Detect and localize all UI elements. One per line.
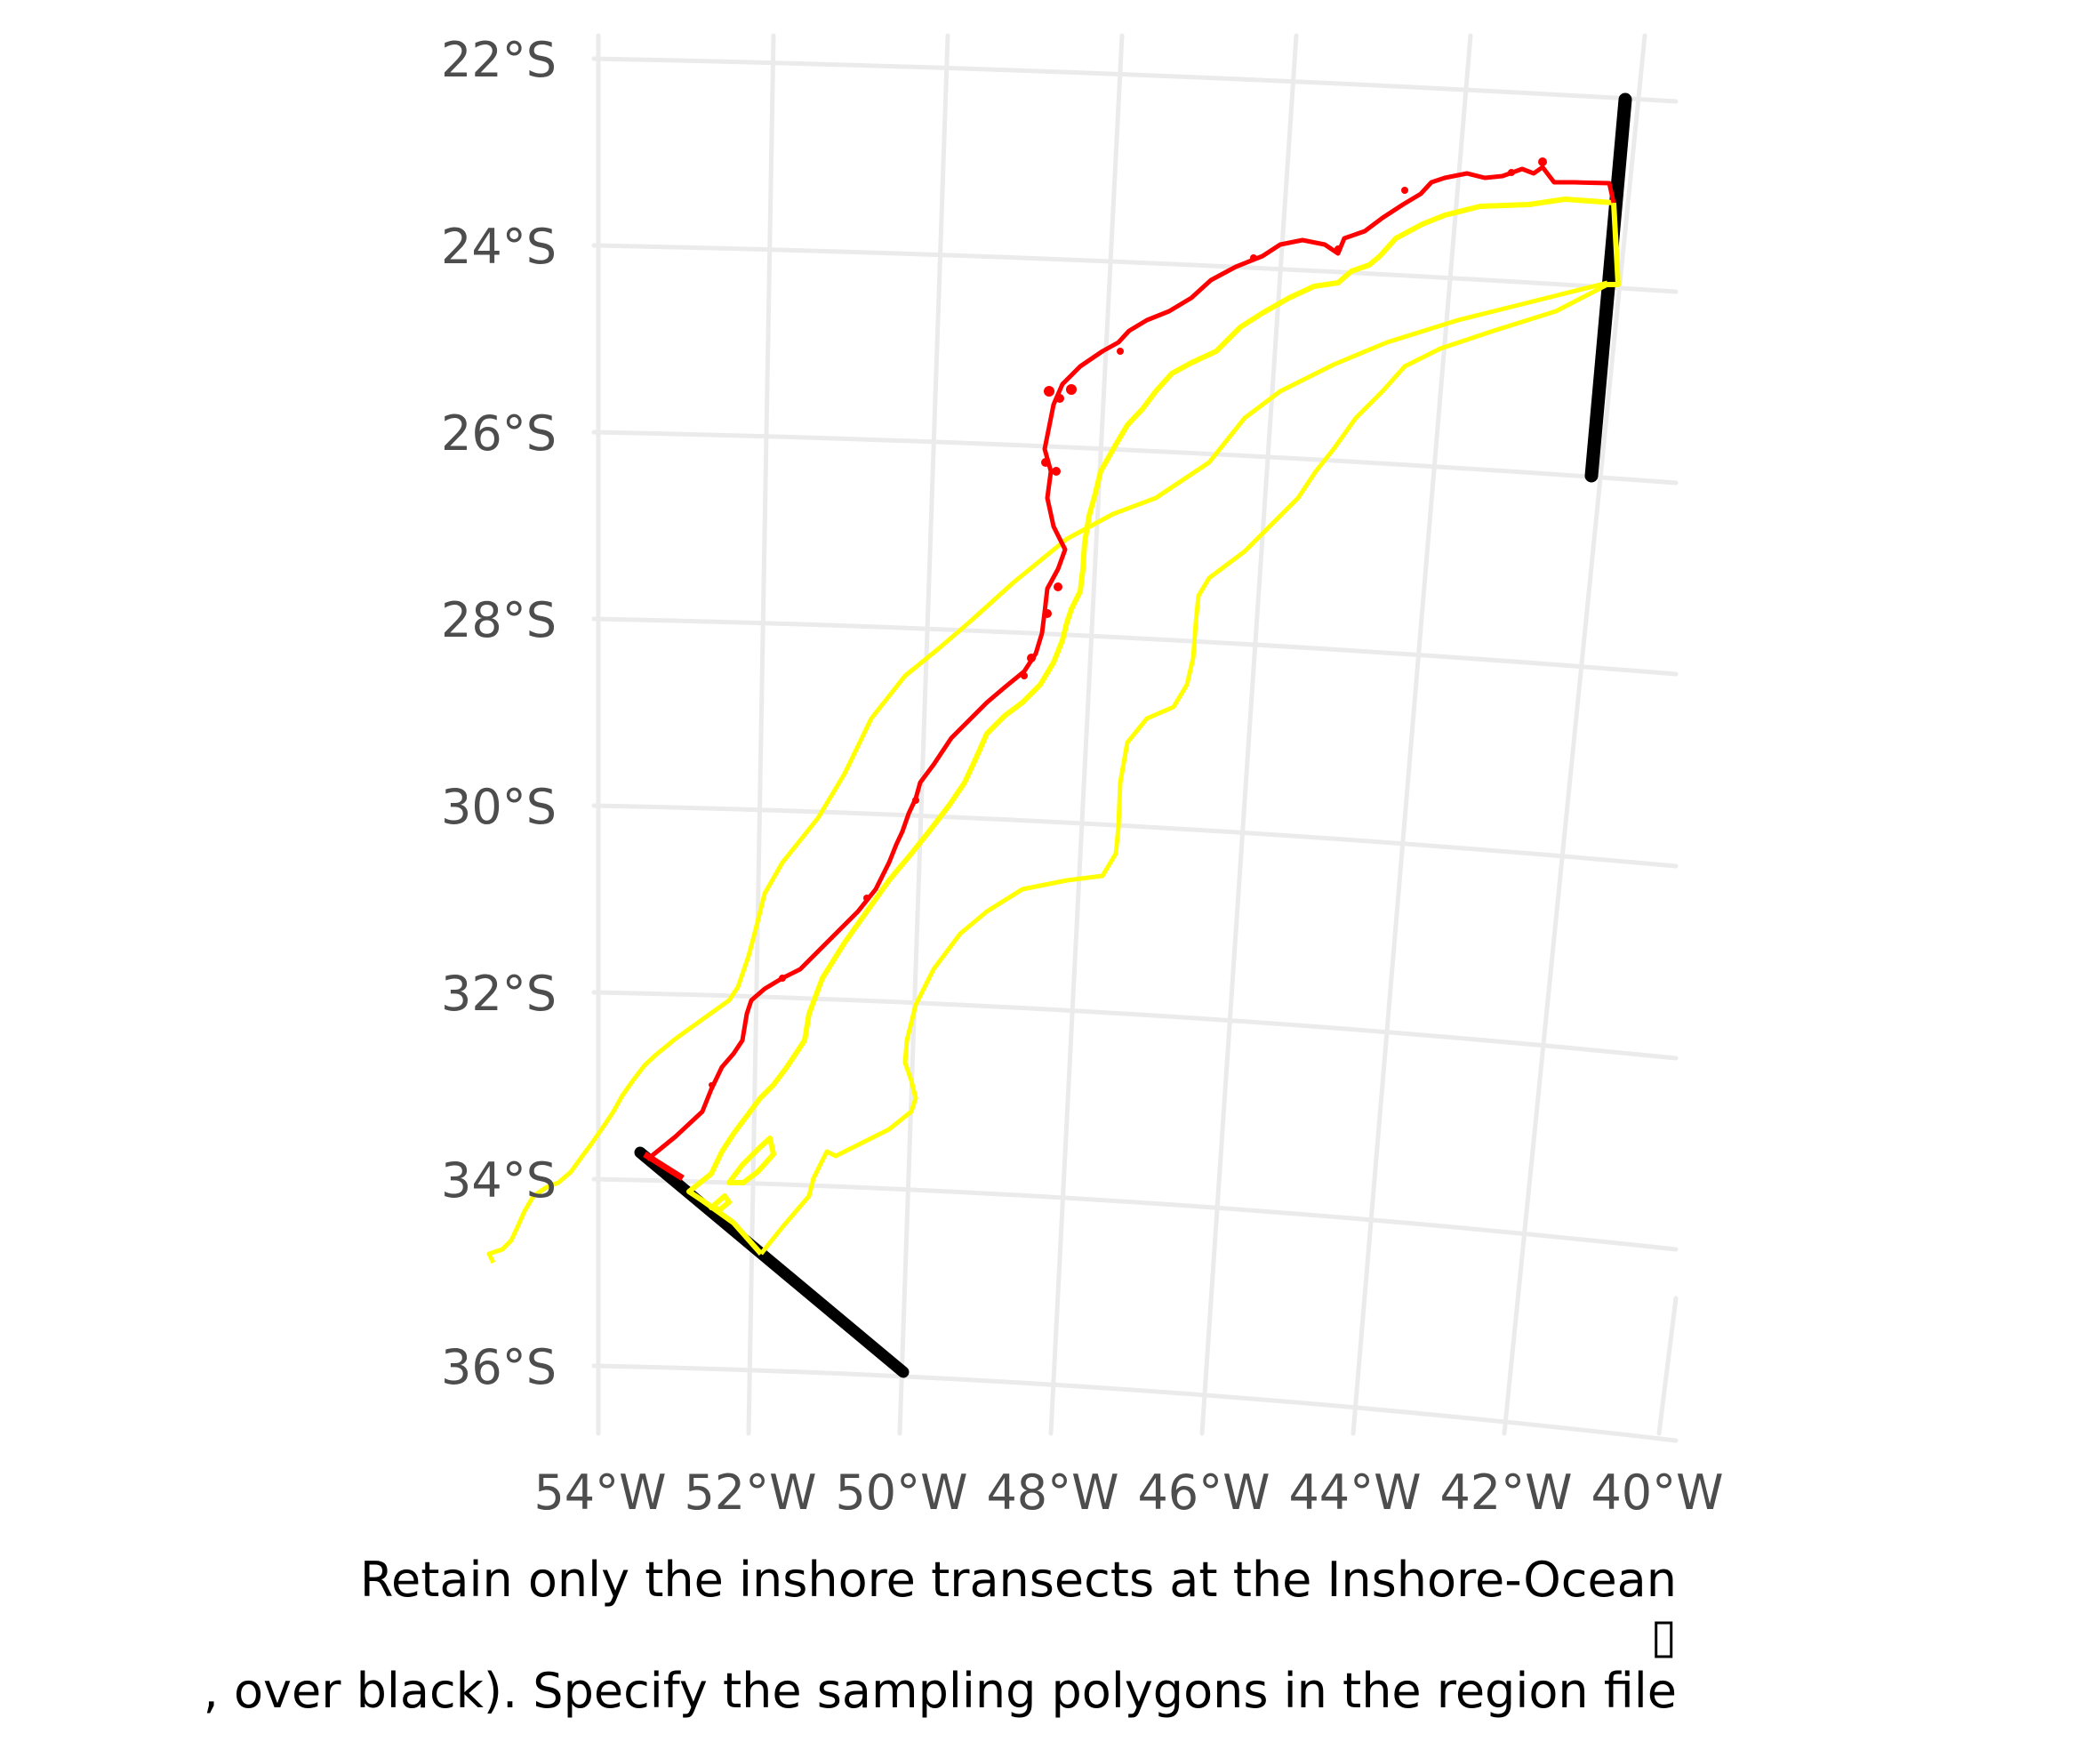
lon-label-50w: 50°W xyxy=(835,1465,967,1521)
offshore-outer-loop xyxy=(759,282,1609,1256)
inshore-line xyxy=(686,197,1621,1256)
lat-label-22s: 22°S xyxy=(441,32,557,88)
lon-label-40w: 40°W xyxy=(1591,1465,1723,1521)
lon-label-54w: 54°W xyxy=(533,1465,666,1521)
parallel-30s xyxy=(591,803,1679,869)
parallel-28s xyxy=(591,616,1679,677)
coastal-islands xyxy=(709,157,1547,1088)
parallel-22s xyxy=(591,56,1679,104)
longitude-axis: 54°W 52°W 50°W 48°W 46°W 44°W 42°W 40°W xyxy=(533,1465,1723,1521)
offshore-boundary xyxy=(486,280,1608,1264)
graticule xyxy=(591,33,1679,1443)
meridian-52w xyxy=(746,33,776,1436)
lon-label-48w: 48°W xyxy=(986,1465,1118,1521)
inshore-island-loop xyxy=(726,1136,776,1185)
north-transect xyxy=(1584,92,1632,483)
lat-label-32s: 32°S xyxy=(441,966,557,1022)
lon-label-52w: 52°W xyxy=(684,1465,816,1521)
meridian-48w xyxy=(1048,33,1125,1436)
lat-label-30s: 30°S xyxy=(441,779,557,835)
lon-label-46w: 46°W xyxy=(1137,1465,1270,1521)
caption-line-1: Retain only the inshore transects at the… xyxy=(359,1552,1677,1608)
south-transect xyxy=(634,1146,910,1378)
lat-label-24s: 24°S xyxy=(441,219,557,275)
lat-label-28s: 28°S xyxy=(441,592,557,648)
meridian-44w xyxy=(1351,33,1473,1436)
inshore-boundary-line xyxy=(686,197,1621,1256)
sampling-polygon xyxy=(486,280,1609,1264)
meridian-46w xyxy=(1199,33,1299,1436)
lat-label-26s: 26°S xyxy=(441,405,557,462)
coastline xyxy=(643,165,1616,1181)
latitude-axis: 22°S 24°S 26°S 28°S 30°S 32°S 34°S 36°S xyxy=(441,32,557,1395)
parallel-36s xyxy=(591,1363,1679,1443)
caption-line-2: , over black). Specify the sampling poly… xyxy=(203,1663,1677,1719)
transect-lines xyxy=(634,92,1632,1378)
parallel-32s xyxy=(591,990,1679,1061)
coastline-path xyxy=(645,165,1616,1161)
caption-missing-glyph: ▯ xyxy=(1650,1608,1677,1664)
lon-label-44w: 44°W xyxy=(1288,1465,1421,1521)
meridian-50w xyxy=(897,33,950,1436)
coastline-south-stub xyxy=(643,1152,685,1181)
parallel-34s xyxy=(591,1176,1679,1252)
lat-label-36s: 36°S xyxy=(441,1339,557,1395)
parallel-24s xyxy=(591,243,1679,294)
lat-label-34s: 34°S xyxy=(441,1152,557,1208)
lon-label-42w: 42°W xyxy=(1439,1465,1572,1521)
inshore-island-loop-2 xyxy=(709,1193,732,1212)
meridian-42w xyxy=(1502,33,1647,1436)
meridian-40w-lower xyxy=(1656,1296,1679,1436)
parallel-26s xyxy=(591,429,1679,486)
